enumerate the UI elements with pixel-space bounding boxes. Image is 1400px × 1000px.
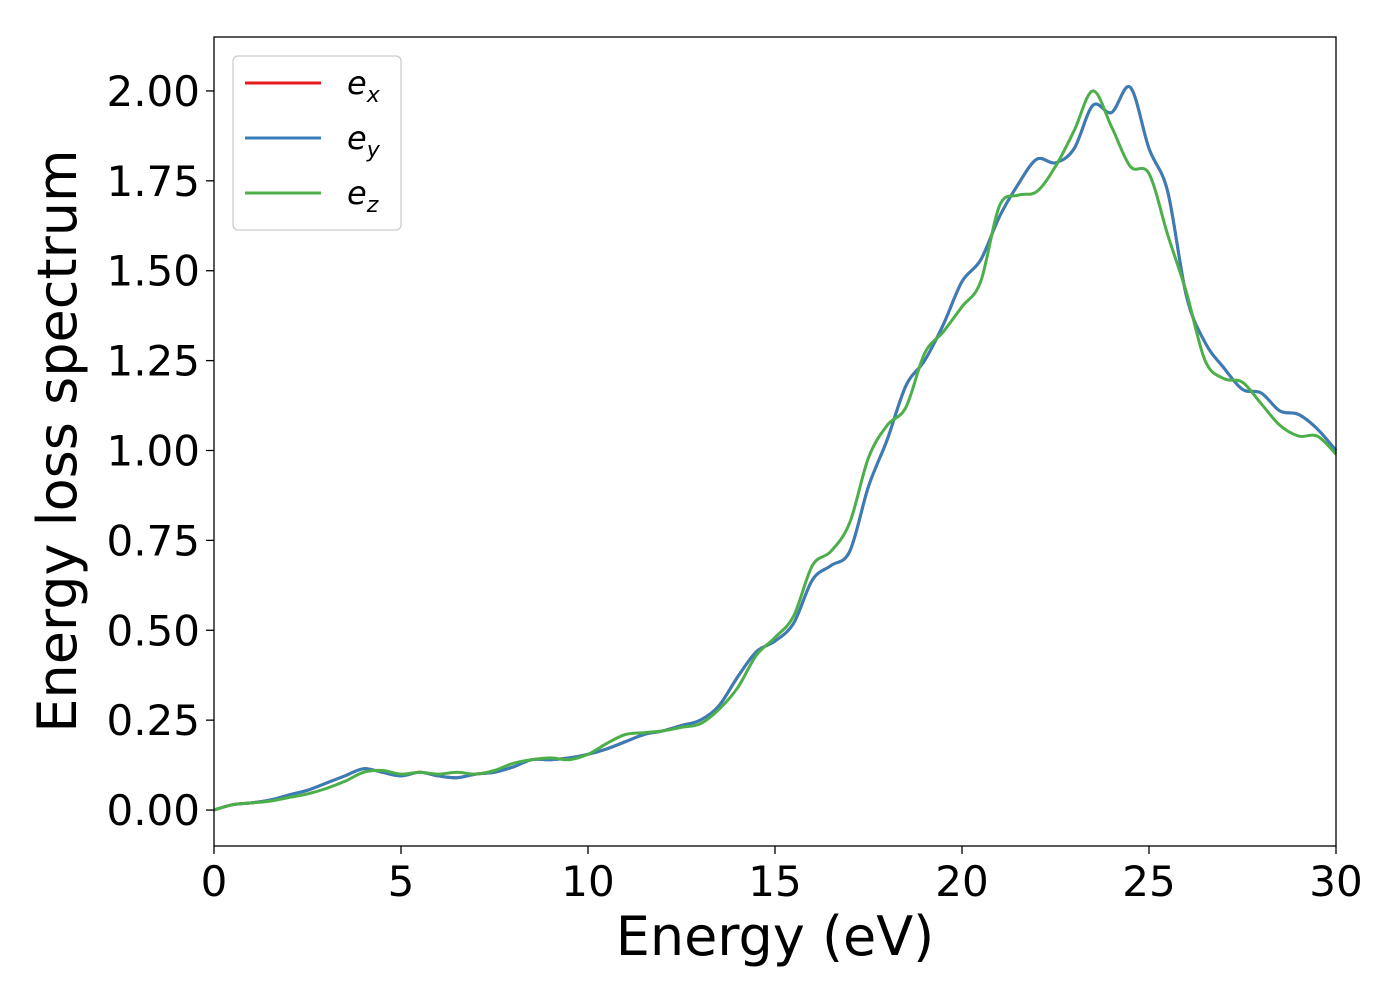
x-tick-label: 0 bbox=[201, 857, 228, 906]
x-tick-label: 10 bbox=[561, 857, 614, 906]
x-tick-label: 30 bbox=[1309, 857, 1362, 906]
series-line-ey bbox=[213, 85, 1338, 812]
y-tick-label: 0.00 bbox=[106, 786, 200, 835]
y-tick-label: 0.50 bbox=[106, 606, 200, 655]
x-tick-label: 25 bbox=[1122, 857, 1175, 906]
y-tick-label: 0.75 bbox=[106, 516, 200, 565]
x-tick-label: 5 bbox=[388, 857, 415, 906]
y-axis: 0.00 0.25 0.50 0.75 1.00 1.25 1.50 1.75 2.00 bbox=[106, 67, 214, 835]
y-tick-label: 0.25 bbox=[106, 696, 200, 745]
x-axis-label: Energy (eV) bbox=[616, 905, 935, 968]
y-tick-label: 1.25 bbox=[106, 337, 200, 386]
plot-lines bbox=[213, 85, 1338, 812]
x-tick-label: 20 bbox=[935, 857, 988, 906]
legend-label-ez: ez bbox=[347, 174, 379, 218]
legend-label-ex: ex bbox=[347, 64, 381, 108]
series-line-ez bbox=[213, 89, 1338, 812]
y-tick-label: 2.00 bbox=[106, 67, 200, 116]
legend-box bbox=[232, 55, 402, 231]
y-tick-label: 1.75 bbox=[106, 157, 200, 206]
y-tick-label: 1.50 bbox=[106, 247, 200, 296]
legend: ex ey ez bbox=[232, 55, 402, 231]
x-tick-label: 15 bbox=[748, 857, 801, 906]
y-axis-label: Energy loss spectrum bbox=[26, 149, 89, 732]
y-tick-label: 1.00 bbox=[106, 426, 200, 475]
x-axis: 0 5 10 15 20 25 30 bbox=[201, 846, 1363, 906]
legend-label-ey: ey bbox=[347, 119, 381, 163]
